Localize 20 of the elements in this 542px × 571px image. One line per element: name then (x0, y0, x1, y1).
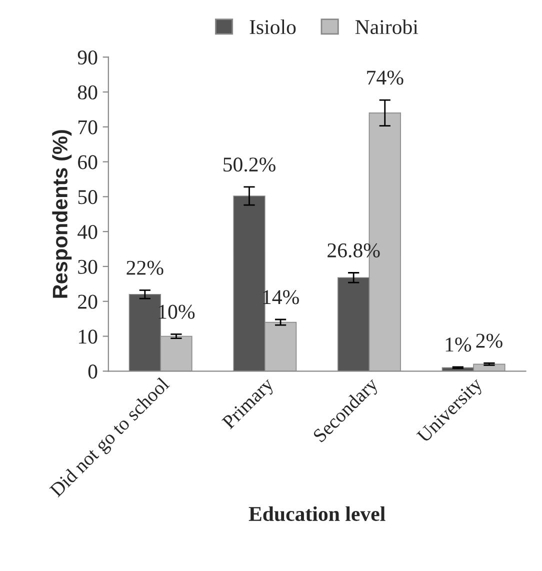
y-tick-label: 70 (78, 120, 98, 134)
y-tick-label: 0 (88, 364, 98, 379)
x-axis-title: Education level (248, 506, 386, 522)
y-tick-label: 20 (78, 294, 98, 309)
y-tick-label: 10 (78, 330, 98, 344)
data-label: 26.8% (328, 243, 380, 258)
data-label: 50.2% (224, 158, 276, 172)
y-tick-label: 50 (78, 190, 98, 204)
data-label: 74% (367, 70, 404, 85)
legend-label: Isiolo (250, 19, 296, 34)
y-tick-label: 60 (78, 155, 98, 170)
y-tick-label: 80 (78, 85, 98, 100)
y-axis-title: Respondents (%) (52, 130, 72, 298)
y-tick-label: 90 (78, 50, 98, 65)
data-label: 22% (126, 260, 164, 275)
legend-label: Nairobi (355, 19, 418, 34)
y-tick-label: 40 (78, 224, 98, 240)
y-tick-label: 30 (78, 260, 98, 274)
data-label: 1% (446, 338, 472, 352)
data-label: 2% (476, 334, 502, 348)
